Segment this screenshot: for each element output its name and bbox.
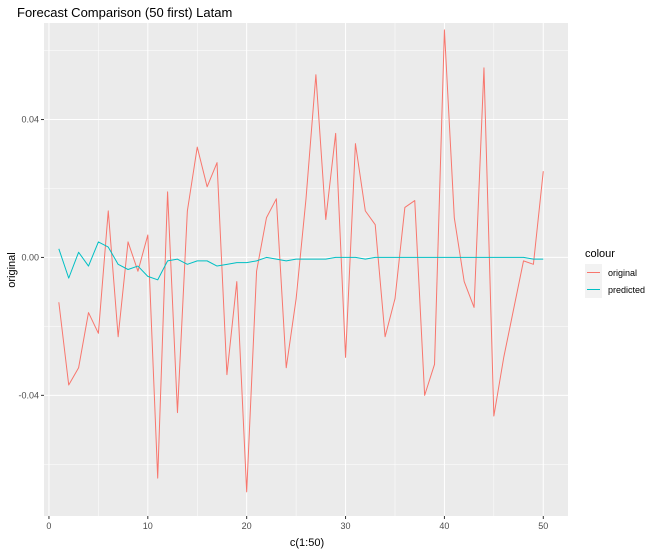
x-tick-label: 30 xyxy=(341,521,351,531)
plot-panel xyxy=(44,23,568,516)
legend: colour original predicted xyxy=(585,248,645,298)
y-tick-label: -0.04 xyxy=(18,390,39,400)
major-gridlines xyxy=(44,23,568,516)
series-line-original xyxy=(58,29,544,493)
legend-label-predicted: predicted xyxy=(608,285,645,295)
x-tick-label: 20 xyxy=(242,521,252,531)
legend-title: colour xyxy=(585,248,615,260)
y-axis-title: original xyxy=(6,252,18,287)
minor-gridlines xyxy=(44,23,568,516)
y-tick-label: 0.00 xyxy=(21,252,39,262)
chart-title: Forecast Comparison (50 first) Latam xyxy=(17,5,232,20)
series-lines xyxy=(58,29,544,493)
x-tick-label: 10 xyxy=(143,521,153,531)
x-tick-label: 40 xyxy=(439,521,449,531)
legend-label-original: original xyxy=(608,268,637,278)
series-line-predicted xyxy=(58,241,544,281)
x-tick-label: 0 xyxy=(46,521,51,531)
y-tick-label: 0.04 xyxy=(21,115,39,125)
x-axis-title: c(1:50) xyxy=(290,537,324,549)
y-axis-ticks: -0.04 0.00 0.04 xyxy=(18,115,44,400)
x-axis-ticks: 0 10 20 30 40 50 xyxy=(46,516,548,531)
x-tick-label: 50 xyxy=(538,521,548,531)
